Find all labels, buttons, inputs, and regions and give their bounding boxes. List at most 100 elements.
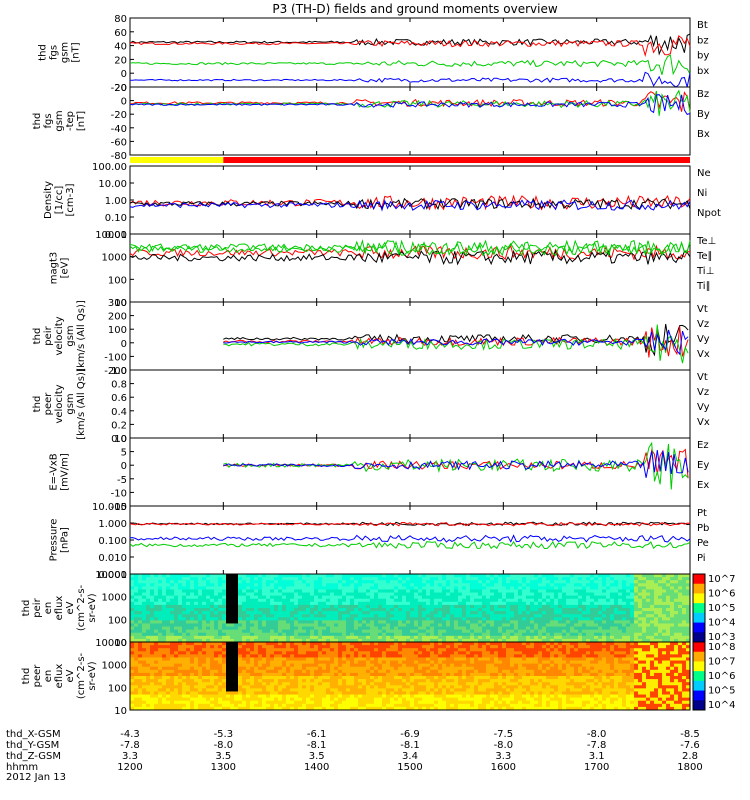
spectrogram-cell: [654, 620, 659, 624]
spectrogram-cell: [146, 676, 151, 680]
spectrogram-cell: [270, 669, 275, 674]
spectrogram-cell: [178, 694, 183, 699]
spectrogram-cell: [398, 638, 403, 643]
spectrogram-cell: [226, 620, 231, 624]
spectrogram-cell: [634, 577, 639, 581]
legend-Pb: Pb: [697, 523, 709, 534]
spectrogram-cell: [386, 632, 391, 637]
spectrogram-cell: [206, 574, 211, 578]
spectrogram-cell: [198, 694, 203, 699]
y-axis-label: sr-eV): [87, 661, 98, 690]
spectrogram-cell: [642, 595, 647, 600]
spectrogram-cell: [278, 691, 283, 696]
spectrogram-cell: [318, 660, 323, 665]
spectrogram-cell: [686, 614, 691, 618]
spectrogram-cell: [502, 583, 507, 587]
spectrogram-cell: [138, 654, 143, 658]
spectrogram-cell: [402, 700, 407, 705]
spectrogram-cell: [306, 623, 311, 628]
spectrogram-cell: [254, 697, 259, 702]
spectrogram-cell: [506, 598, 511, 603]
spectrogram-cell: [246, 601, 251, 606]
y-tick-label: 10: [114, 638, 127, 649]
spectrogram-cell: [138, 629, 143, 634]
spectrogram-cell: [642, 577, 647, 581]
spectrogram-cell: [138, 580, 143, 584]
spectrogram-cell: [142, 703, 147, 708]
spectrogram-cell: [534, 611, 539, 615]
spectrogram-cell: [202, 592, 207, 597]
spectrogram-cell: [558, 608, 563, 612]
legend-Ni: Ni: [697, 188, 707, 199]
spectrogram-cell: [682, 604, 687, 609]
spectrogram-cell: [242, 623, 247, 628]
spectrogram-cell: [378, 601, 383, 606]
spectrogram-cell: [550, 604, 555, 609]
spectrogram-cell: [246, 580, 251, 584]
spectrogram-cell: [522, 635, 527, 640]
y-axis-label: magt3: [49, 252, 60, 285]
spectrogram-cell: [142, 691, 147, 696]
spectrogram-cell: [310, 669, 315, 674]
spectrogram-cell: [378, 688, 383, 692]
spectrogram-cell: [374, 638, 379, 643]
spectrogram-cell: [142, 614, 147, 618]
spectrogram-cell: [426, 629, 431, 634]
spectrogram-cell: [518, 611, 523, 615]
spectrogram-cell: [302, 577, 307, 581]
spectrogram-cell: [326, 660, 331, 665]
spectrogram-cell: [266, 611, 271, 615]
spectrogram-cell: [310, 577, 315, 581]
spectrogram-cell: [314, 626, 319, 631]
spectrogram-cell: [430, 635, 435, 640]
spectrogram-cell: [462, 638, 467, 643]
spectrogram-cell: [534, 614, 539, 618]
spectrogram-cell: [214, 676, 219, 680]
spectrogram-cell: [406, 592, 411, 597]
spectrogram-cell: [134, 682, 139, 686]
spectrogram-cell: [378, 604, 383, 609]
spectrogram-cell: [482, 635, 487, 640]
spectrogram-cell: [522, 623, 527, 628]
spectrogram-cell: [198, 706, 203, 711]
spectrogram-cell: [442, 598, 447, 603]
spectrogram-cell: [310, 703, 315, 708]
spectrogram-cell: [542, 608, 547, 612]
spectrogram-cell: [630, 632, 635, 637]
spectrogram-cell: [674, 638, 679, 643]
spectrogram-cell: [162, 703, 167, 708]
colorbar-label: 10^4: [708, 618, 735, 629]
spectrogram-cell: [342, 638, 347, 643]
spectrogram-cell: [378, 654, 383, 658]
spectrogram-cell: [326, 642, 331, 646]
spectrogram-cell: [398, 635, 403, 640]
spectrogram-cell: [378, 700, 383, 705]
spectrogram-cell: [366, 614, 371, 618]
spectrogram-cell: [338, 574, 343, 578]
spectrogram-cell: [158, 651, 163, 655]
spectrogram-cell: [186, 703, 191, 708]
spectrogram-cell: [194, 589, 199, 594]
spectrogram-cell: [622, 608, 627, 612]
spectrogram-cell: [366, 679, 371, 683]
spectrogram-cell: [150, 604, 155, 609]
spectrogram-cell: [370, 595, 375, 600]
spectrogram-cell: [322, 666, 327, 671]
spectrogram-cell: [270, 623, 275, 628]
spectrogram-cell: [254, 626, 259, 631]
spectrogram-cell: [130, 660, 135, 665]
spectrogram-cell: [490, 601, 495, 606]
y-axis-label: Density: [43, 181, 54, 219]
spectrogram-cell: [386, 657, 391, 662]
spectrogram-cell: [310, 574, 315, 578]
spectrogram-cell: [326, 679, 331, 683]
spectrogram-cell: [274, 685, 279, 689]
spectrogram-cell: [362, 580, 367, 584]
spectrogram-cell: [374, 657, 379, 662]
spectrogram-cell: [350, 601, 355, 606]
series-line-Vx: [223, 329, 689, 356]
spectrogram-cell: [526, 635, 531, 640]
y-tick-label: -15: [111, 502, 127, 513]
spectrogram-cell: [266, 682, 271, 686]
